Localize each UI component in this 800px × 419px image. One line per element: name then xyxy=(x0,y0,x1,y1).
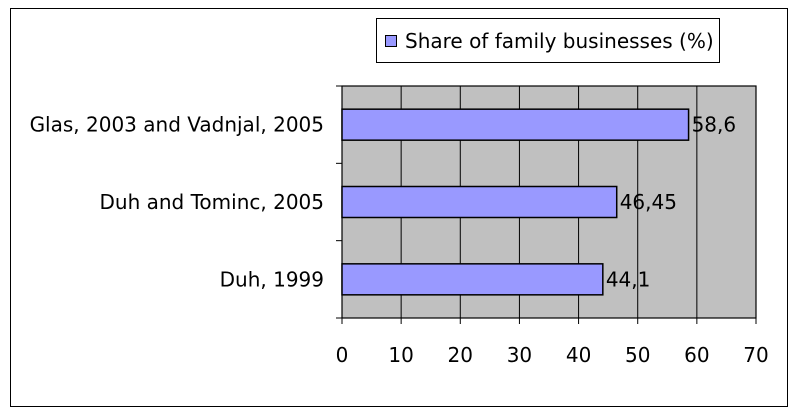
legend-label: Share of family businesses (%) xyxy=(405,28,714,53)
bar xyxy=(341,263,604,296)
legend: Share of family businesses (%) xyxy=(376,18,720,63)
x-tick-label: 20 xyxy=(448,343,473,367)
x-tick-label: 10 xyxy=(388,343,413,367)
category-label: Duh and Tominc, 2005 xyxy=(100,190,324,214)
x-tick-label: 70 xyxy=(743,343,768,367)
x-tick-label: 0 xyxy=(336,343,349,367)
legend-swatch xyxy=(385,34,397,47)
data-label: 58,6 xyxy=(692,113,737,137)
x-tick-label: 30 xyxy=(507,343,532,367)
data-label: 46,45 xyxy=(620,190,677,214)
x-tick-label: 60 xyxy=(684,343,709,367)
bar xyxy=(341,108,690,141)
data-label: 44,1 xyxy=(606,267,651,291)
x-tick-label: 50 xyxy=(625,343,650,367)
bar xyxy=(341,185,618,219)
x-tick-label: 40 xyxy=(566,343,591,367)
category-label: Glas, 2003 and Vadnjal, 2005 xyxy=(30,113,324,137)
category-label: Duh, 1999 xyxy=(220,267,324,291)
